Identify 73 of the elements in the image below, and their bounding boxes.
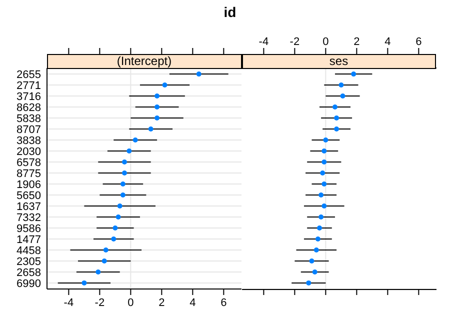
y-tick-label: 1477 [16, 234, 41, 246]
point [102, 258, 107, 264]
point [312, 269, 317, 274]
x-tick-label: -4 [64, 296, 74, 309]
point [112, 225, 118, 230]
point [318, 192, 324, 198]
x-tick-label: -4 [258, 36, 268, 48]
point [321, 160, 326, 165]
y-tick-label: 2658 [16, 266, 41, 279]
y-tick-label: 1637 [16, 200, 41, 213]
point [103, 247, 108, 252]
x-tick-label: 4 [190, 296, 196, 309]
y-tick-label: 7332 [16, 212, 41, 224]
x-tick-label: 6 [415, 36, 422, 48]
y-tick-label: 2305 [16, 256, 41, 268]
point [322, 138, 328, 143]
chart-title: (Intercept) [116, 54, 172, 68]
y-tick-label: 6578 [16, 156, 41, 169]
point [308, 258, 314, 264]
x-tick-label: -2 [289, 36, 300, 48]
y-tick-label: 2655 [16, 68, 41, 81]
point [122, 170, 127, 176]
point [148, 126, 154, 132]
x-tick-label: 4 [384, 36, 390, 48]
point [196, 72, 202, 77]
point [321, 203, 326, 208]
y-tick-label: 6990 [16, 278, 41, 290]
point [111, 236, 116, 242]
y-tick-label: 2771 [16, 80, 41, 92]
point [340, 94, 345, 99]
point [82, 280, 87, 286]
y-tick-label: 8628 [16, 102, 41, 114]
x-tick-label: 2 [158, 296, 165, 309]
y-tick-label: 9586 [16, 222, 41, 235]
point [116, 214, 121, 220]
point [321, 148, 326, 154]
x-tick-label: 0 [128, 296, 134, 309]
point [321, 182, 326, 186]
point [314, 236, 320, 242]
chart-title: ses [329, 54, 348, 68]
point [122, 160, 127, 165]
point [154, 94, 160, 99]
y-tick-label: 5650 [16, 190, 41, 202]
y-tick-label: 2030 [16, 146, 41, 158]
point [117, 203, 122, 208]
point [154, 116, 160, 121]
y-tick-label: 5838 [16, 112, 41, 125]
point [334, 116, 339, 121]
point [120, 192, 126, 198]
point [132, 138, 138, 143]
point [162, 82, 168, 88]
y-tick-label: 8775 [16, 168, 41, 180]
point [96, 269, 101, 274]
text: id [224, 4, 236, 20]
point [306, 280, 311, 286]
x-tick-label: 2 [353, 36, 360, 48]
point [320, 170, 325, 176]
y-tick-label: 1906 [16, 178, 41, 191]
y-tick-label: 4458 [16, 244, 41, 257]
point [334, 126, 339, 132]
x-tick-label: 0 [322, 36, 328, 48]
point [318, 214, 324, 220]
point [338, 82, 344, 88]
point [350, 72, 356, 77]
x-tick-label: -2 [94, 296, 105, 309]
x-tick-label: 6 [220, 296, 227, 309]
y-tick-label: 3716 [16, 90, 41, 103]
point [126, 148, 132, 154]
point [313, 247, 318, 252]
y-tick-label: 8707 [16, 124, 41, 136]
y-tick-label: 3838 [16, 134, 41, 147]
point [120, 182, 126, 186]
point [154, 104, 160, 110]
